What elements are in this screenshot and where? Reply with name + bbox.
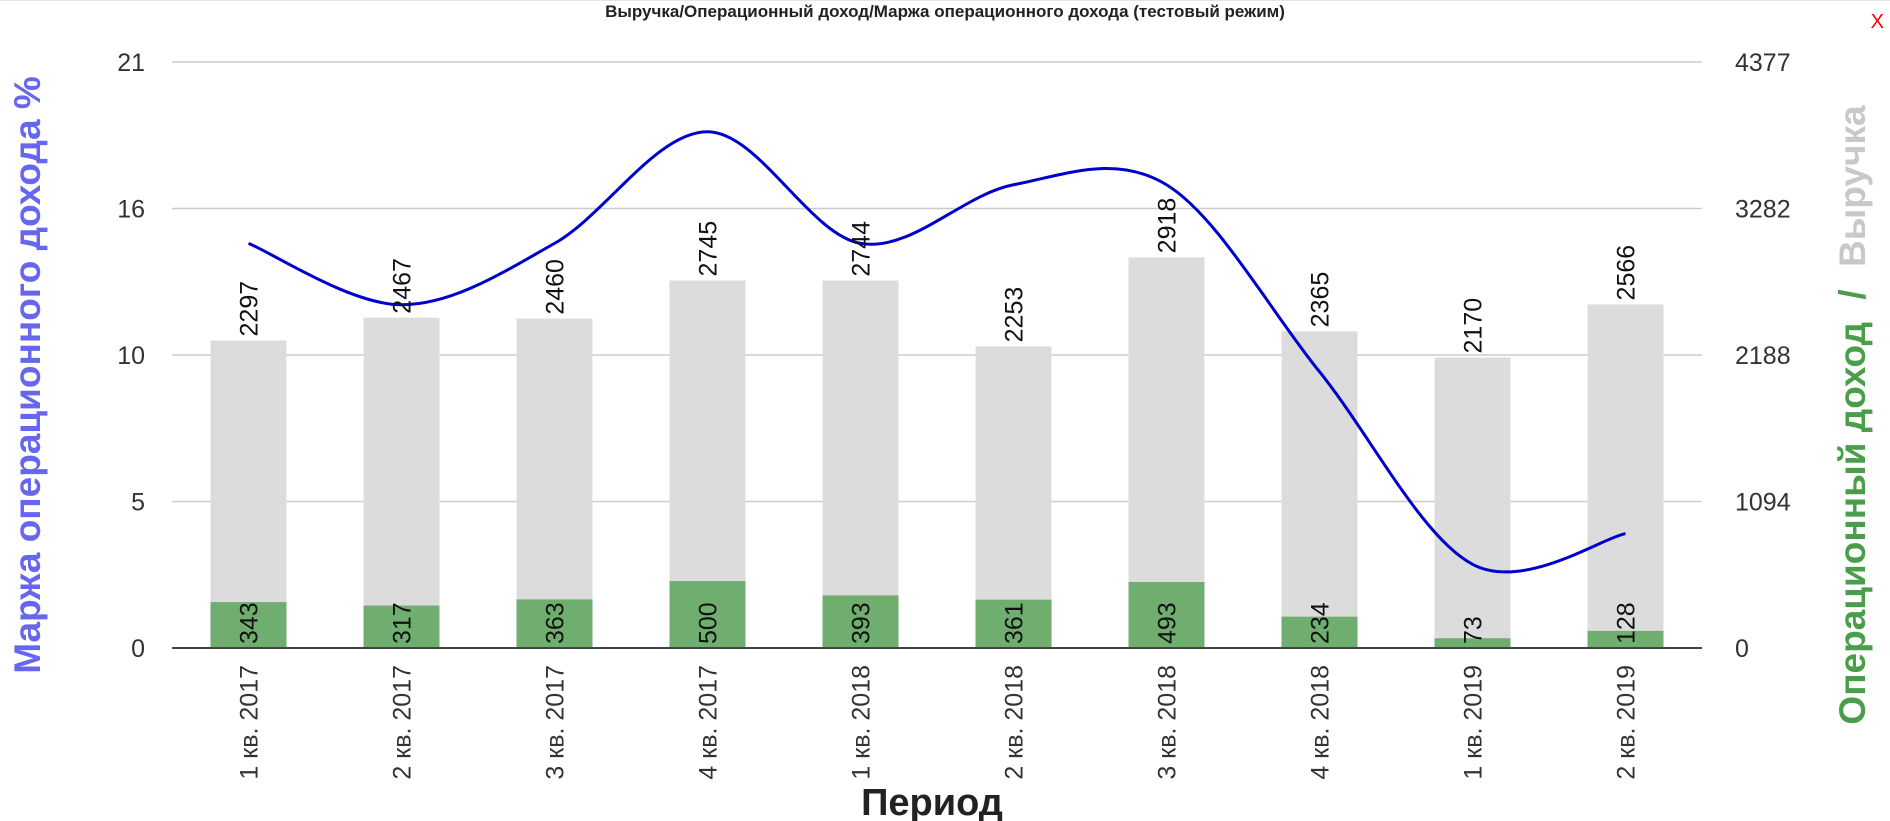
left-tick-label: 0	[131, 635, 145, 663]
revenue-value-label: 2745	[695, 221, 723, 277]
revenue-value-label: 2170	[1460, 298, 1488, 354]
revenue-bar	[516, 318, 593, 648]
income-bar	[1281, 616, 1358, 648]
close-button[interactable]: X	[1870, 11, 1884, 33]
income-value-label: 343	[236, 602, 264, 644]
chart-title: Выручка/Операционный доход/Маржа операци…	[605, 2, 1285, 21]
right-axis-ticks: 0 1094 2188 3282 4377	[1735, 49, 1791, 663]
right-tick-label: 2188	[1735, 342, 1791, 370]
income-bar	[669, 581, 746, 648]
income-bar	[975, 599, 1052, 648]
left-tick-label: 16	[117, 196, 145, 224]
top-border	[0, 0, 1890, 1]
revenue-value-label: 2566	[1613, 245, 1641, 301]
income-bar	[210, 602, 287, 648]
left-axis-ticks: 0 5 10 16 21	[117, 49, 145, 663]
x-axis-title: Период	[861, 782, 1003, 821]
revenue-bar	[1434, 357, 1511, 648]
category-label: 2 кв. 2019	[1613, 665, 1641, 780]
revenue-bars	[210, 257, 1664, 648]
category-label: 1 кв. 2018	[848, 665, 876, 780]
right-axis-title-income: Операционный доход	[1832, 322, 1873, 725]
right-tick-label: 3282	[1735, 196, 1791, 224]
revenue-bar	[210, 340, 287, 648]
left-tick-label: 10	[117, 342, 145, 370]
right-tick-label: 4377	[1735, 49, 1791, 77]
income-bar	[822, 595, 899, 648]
income-value-label: 73	[1460, 616, 1488, 644]
category-label: 3 кв. 2017	[542, 665, 570, 780]
category-label: 2 кв. 2018	[1001, 665, 1029, 780]
income-bar	[363, 605, 440, 648]
revenue-value-label: 2918	[1154, 198, 1182, 254]
right-tick-label: 1094	[1735, 489, 1791, 517]
income-value-label: 361	[1001, 602, 1029, 644]
income-bars	[210, 581, 1664, 648]
income-value-label: 393	[848, 602, 876, 644]
income-value-label: 234	[1307, 602, 1335, 644]
category-labels: 1 кв. 2017 2 кв. 2017 3 кв. 2017 4 кв. 2017…	[236, 665, 1641, 780]
revenue-value-label: 2467	[389, 258, 417, 314]
income-bar	[516, 599, 593, 648]
right-axis-title-revenue: Выручка	[1832, 105, 1873, 267]
revenue-value-label: 2253	[1001, 287, 1029, 343]
income-value-label: 128	[1613, 602, 1641, 644]
left-tick-label: 21	[117, 49, 145, 77]
category-label: 4 кв. 2017	[695, 665, 723, 780]
revenue-bar	[1587, 304, 1664, 648]
revenue-value-label: 2460	[542, 259, 570, 315]
right-axis-title-separator: /	[1832, 289, 1873, 299]
revenue-bar	[975, 346, 1052, 648]
income-bar	[1128, 581, 1205, 648]
income-value-label: 493	[1154, 602, 1182, 644]
income-value-label: 363	[542, 602, 570, 644]
revenue-bar	[822, 280, 899, 648]
revenue-value-label: 2744	[848, 221, 876, 277]
right-axis-title: Операционный доход / Выручка	[1832, 105, 1873, 725]
income-bar	[1434, 638, 1511, 648]
income-value-label: 500	[695, 602, 723, 644]
data-labels: 2297 343 2467 317 2460 363 2745 500 2744 393 2253 3…	[236, 198, 1641, 644]
category-label: 1 кв. 2017	[236, 665, 264, 780]
revenue-bar	[363, 317, 440, 648]
margin-line	[247, 130, 1626, 574]
category-label: 3 кв. 2018	[1154, 665, 1182, 780]
category-label: 1 кв. 2019	[1460, 665, 1488, 780]
category-label: 4 кв. 2018	[1307, 665, 1335, 780]
left-tick-label: 5	[131, 489, 145, 517]
right-tick-label: 0	[1735, 635, 1749, 663]
income-value-label: 317	[389, 602, 417, 644]
category-label: 2 кв. 2017	[389, 665, 417, 780]
left-axis-title: Маржа операционного дохода %	[7, 76, 48, 674]
income-bar	[1587, 630, 1664, 648]
revenue-value-label: 2365	[1307, 272, 1335, 328]
revenue-value-label: 2297	[236, 281, 264, 337]
revenue-bar	[1281, 331, 1358, 648]
